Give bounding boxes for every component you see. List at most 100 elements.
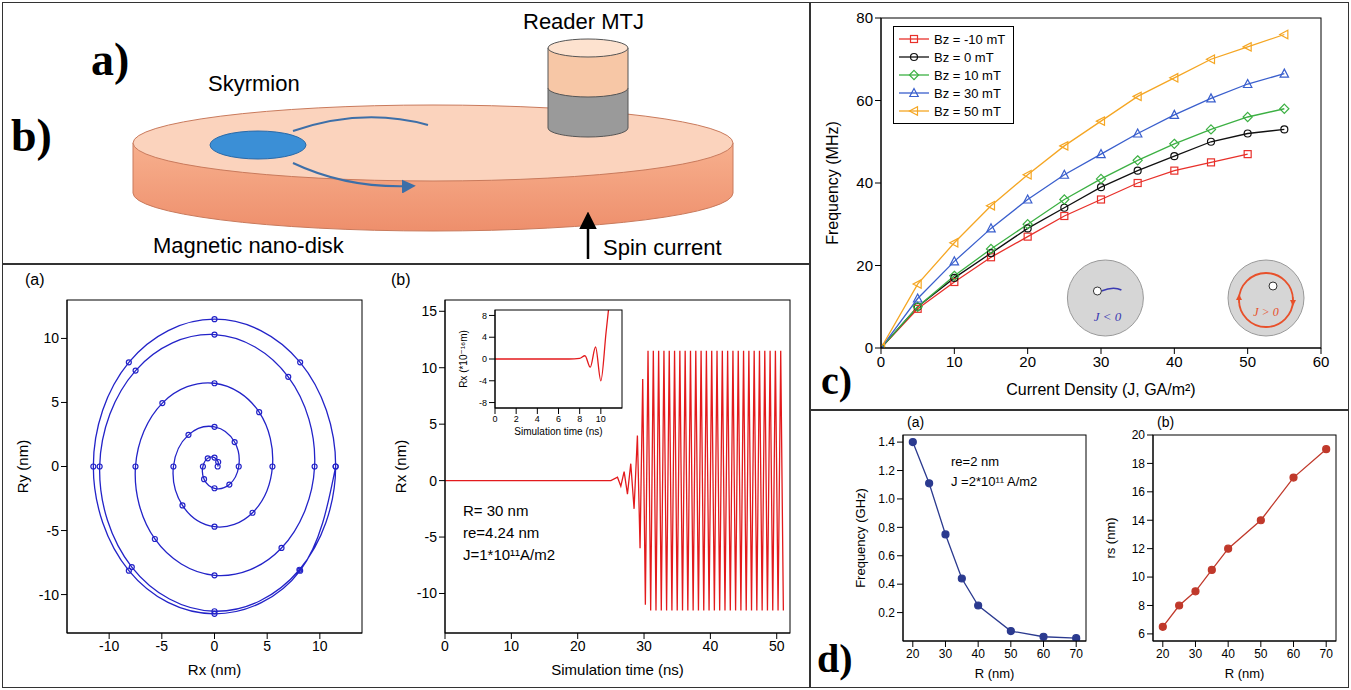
svg-text:60: 60 — [856, 92, 873, 109]
svg-text:R (nm): R (nm) — [1225, 666, 1265, 681]
html-text:R= 30 nm: R= 30 nm — [463, 502, 529, 519]
svg-text:1.4: 1.4 — [878, 435, 895, 449]
svg-text:10: 10 — [596, 414, 606, 424]
svg-text:Ry (nm): Ry (nm) — [14, 440, 31, 493]
svg-text:6: 6 — [556, 414, 561, 424]
svg-text:0.4: 0.4 — [878, 577, 895, 591]
svg-text:rs (nm): rs (nm) — [1103, 517, 1118, 558]
svg-text:Frequency (GHz): Frequency (GHz) — [853, 488, 868, 588]
html-text:re=4.24 nm: re=4.24 nm — [463, 524, 540, 541]
svg-text:40: 40 — [856, 174, 873, 191]
svg-text:18: 18 — [1132, 457, 1146, 471]
svg-text:0: 0 — [865, 339, 873, 356]
svg-text:0: 0 — [441, 638, 449, 654]
svg-text:Skyrmion: Skyrmion — [208, 71, 300, 96]
svg-text:b): b) — [11, 110, 52, 161]
svg-text:-10: -10 — [99, 638, 119, 654]
svg-text:50: 50 — [1254, 647, 1268, 661]
svg-text:10: 10 — [1132, 570, 1146, 584]
svg-text:12: 12 — [1132, 542, 1146, 556]
svg-text:20: 20 — [1156, 647, 1170, 661]
html-text:(b): (b) — [391, 271, 411, 288]
svg-text:0: 0 — [877, 353, 885, 370]
html-text:Bz = -10 mT: Bz = -10 mT — [934, 31, 1006, 47]
svg-text:60: 60 — [1313, 353, 1330, 370]
svg-text:J > 0: J > 0 — [1253, 305, 1278, 319]
svg-text:5: 5 — [429, 416, 437, 432]
svg-text:60: 60 — [1037, 647, 1051, 661]
svg-text:60: 60 — [1287, 647, 1301, 661]
svg-text:Current Density (J, GA/m²): Current Density (J, GA/m²) — [1006, 381, 1195, 398]
svg-text:8: 8 — [1138, 599, 1145, 613]
svg-text:5: 5 — [263, 638, 271, 654]
html-text:c): c) — [821, 358, 853, 403]
svg-text:Spin current: Spin current — [603, 235, 722, 260]
svg-text:0: 0 — [492, 414, 497, 424]
svg-text:20: 20 — [856, 257, 873, 274]
svg-text:30: 30 — [939, 647, 953, 661]
svg-text:0.2: 0.2 — [878, 606, 895, 620]
svg-text:10: 10 — [421, 360, 437, 376]
svg-text:50: 50 — [1239, 353, 1256, 370]
svg-text:30: 30 — [1189, 647, 1203, 661]
svg-text:10: 10 — [43, 330, 59, 346]
svg-text:0.6: 0.6 — [878, 549, 895, 563]
svg-text:40: 40 — [703, 638, 719, 654]
svg-text:10: 10 — [312, 638, 328, 654]
svg-text:Rx (nm): Rx (nm) — [392, 440, 409, 493]
svg-text:30: 30 — [636, 638, 652, 654]
svg-text:0: 0 — [482, 354, 487, 364]
svg-text:4: 4 — [535, 414, 540, 424]
svg-text:80: 80 — [856, 9, 873, 26]
svg-text:Simulation time (ns): Simulation time (ns) — [551, 661, 684, 678]
svg-text:J < 0: J < 0 — [1094, 309, 1122, 324]
svg-text:10: 10 — [504, 638, 520, 654]
svg-text:70: 70 — [1070, 647, 1084, 661]
html-text:(a): (a) — [25, 271, 45, 288]
svg-text:R (nm): R (nm) — [975, 666, 1015, 681]
svg-text:40: 40 — [1221, 647, 1235, 661]
svg-text:14: 14 — [1132, 514, 1146, 528]
svg-text:-10: -10 — [39, 587, 59, 603]
svg-text:0: 0 — [211, 638, 219, 654]
svg-text:20: 20 — [1019, 353, 1036, 370]
svg-text:1.2: 1.2 — [878, 464, 895, 478]
html-text:J=1*10¹¹A/m2: J=1*10¹¹A/m2 — [463, 546, 556, 563]
svg-text:20: 20 — [1132, 428, 1146, 442]
svg-text:20: 20 — [906, 647, 920, 661]
svg-text:Magnetic nano-disk: Magnetic nano-disk — [153, 233, 345, 258]
svg-text:Rx (*10⁻¹⁶m): Rx (*10⁻¹⁶m) — [458, 330, 469, 388]
svg-text:Frequency (MHz): Frequency (MHz) — [824, 121, 841, 245]
svg-text:0.8: 0.8 — [878, 521, 895, 535]
svg-text:Simulation time (ns): Simulation time (ns) — [514, 426, 602, 437]
svg-text:-4: -4 — [479, 376, 487, 386]
svg-text:8: 8 — [482, 311, 487, 321]
svg-text:50: 50 — [1004, 647, 1018, 661]
svg-text:-10: -10 — [417, 585, 437, 601]
svg-text:-8: -8 — [479, 398, 487, 408]
svg-text:-5: -5 — [47, 523, 60, 539]
svg-text:0: 0 — [429, 473, 437, 489]
svg-text:15: 15 — [421, 303, 437, 319]
svg-text:1.0: 1.0 — [878, 492, 895, 506]
svg-text:5: 5 — [51, 394, 59, 410]
svg-text:-5: -5 — [425, 529, 438, 545]
svg-text:8: 8 — [577, 414, 582, 424]
svg-text:0: 0 — [51, 458, 59, 474]
svg-text:Rx (nm): Rx (nm) — [188, 661, 241, 678]
svg-text:40: 40 — [971, 647, 985, 661]
svg-text:16: 16 — [1132, 485, 1146, 499]
svg-text:6: 6 — [1138, 627, 1145, 641]
svg-text:30: 30 — [1093, 353, 1110, 370]
html-text:d): d) — [817, 636, 853, 681]
svg-text:40: 40 — [1166, 353, 1183, 370]
svg-text:a): a) — [91, 34, 129, 85]
svg-text:4: 4 — [482, 332, 487, 342]
svg-text:20: 20 — [570, 638, 586, 654]
svg-text:70: 70 — [1320, 647, 1334, 661]
svg-text:2: 2 — [514, 414, 519, 424]
svg-text:-5: -5 — [156, 638, 169, 654]
svg-text:50: 50 — [769, 638, 785, 654]
svg-text:Reader MTJ: Reader MTJ — [523, 9, 644, 34]
svg-text:10: 10 — [946, 353, 963, 370]
